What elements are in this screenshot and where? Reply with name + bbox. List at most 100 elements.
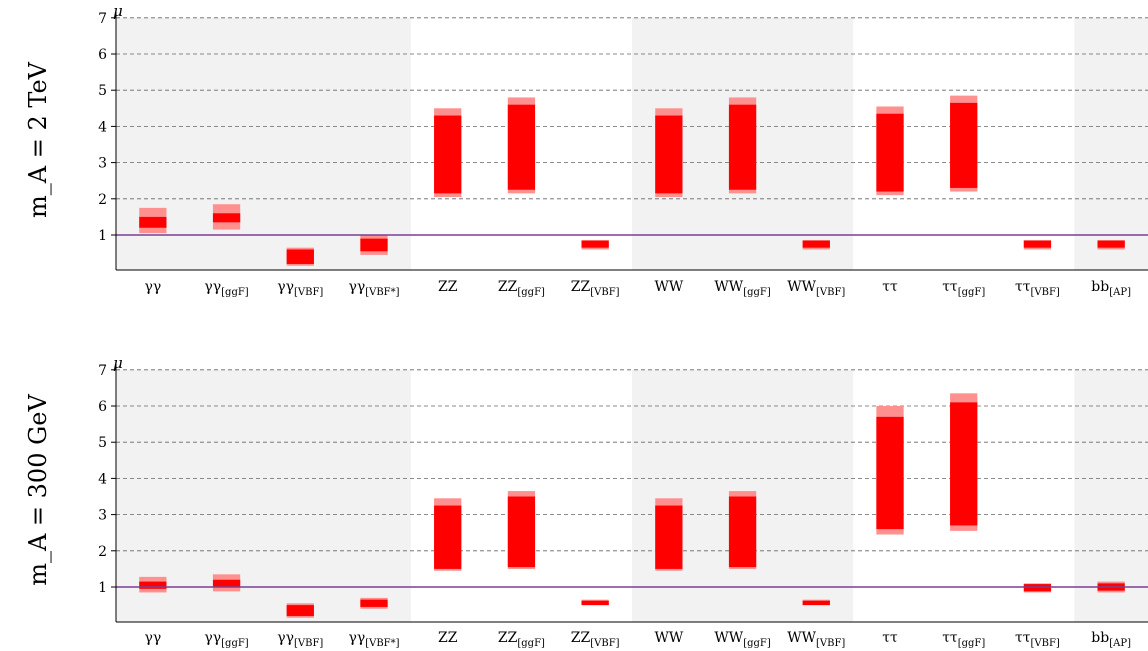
x-tick-subscript: [VBF] <box>816 638 845 649</box>
x-tick-subscript: [VBF] <box>294 287 323 298</box>
x-tick-label-0-5: ZZ[ggF] <box>498 279 545 298</box>
x-tick-subscript: [ggF] <box>517 638 545 649</box>
bar-1-3-inner <box>360 599 388 607</box>
x-tick-base: WW <box>787 630 816 646</box>
y-tick-label-1-6: 6 <box>98 399 107 415</box>
bar-0-8-inner <box>728 104 757 190</box>
x-tick-label-0-0: γγ <box>144 279 161 295</box>
bar-1-10-inner <box>876 416 904 530</box>
y-tick-label-1-2: 2 <box>98 544 107 560</box>
shaded-group-1-2 <box>1074 369 1148 622</box>
x-tick-subscript: [AP] <box>1109 287 1131 298</box>
bar-1-1-inner <box>212 579 241 587</box>
x-tick-label-1-9: WW[VBF] <box>787 630 845 649</box>
x-tick-label-0-6: ZZ[VBF] <box>571 279 620 298</box>
x-tick-base: ττ <box>1015 279 1031 295</box>
x-tick-label-1-12: ττ[VBF] <box>1015 630 1060 649</box>
x-tick-subscript: [ggF] <box>221 287 249 298</box>
x-tick-base: ZZ <box>438 279 458 295</box>
x-tick-label-1-4: ZZ <box>438 630 458 646</box>
x-tick-label-0-10: ττ <box>882 279 898 295</box>
x-tick-label-1-10: ττ <box>882 630 898 646</box>
x-tick-base: ZZ <box>571 630 591 646</box>
y-tick-label-0-5: 5 <box>98 83 107 99</box>
x-tick-subscript: [AP] <box>1109 638 1131 649</box>
x-tick-label-1-8: WW[ggF] <box>714 630 770 649</box>
bar-1-4-inner <box>434 505 462 569</box>
x-tick-subscript: [VBF] <box>294 638 323 649</box>
x-tick-label-0-8: WW[ggF] <box>714 279 770 298</box>
y-axis-label-0: μ <box>113 2 123 20</box>
x-tick-label-0-13: bb[AP] <box>1091 279 1131 298</box>
bar-1-11-inner <box>950 402 978 526</box>
x-tick-base: γγ <box>348 630 365 646</box>
x-tick-label-1-6: ZZ[VBF] <box>571 630 620 649</box>
x-tick-base: ττ <box>882 279 898 295</box>
bar-1-7-inner <box>655 505 683 569</box>
x-tick-subscript: [ggF] <box>958 287 986 298</box>
bar-0-7-inner <box>655 115 683 194</box>
bar-0-0-inner <box>139 216 167 228</box>
x-tick-label-1-5: ZZ[ggF] <box>498 630 545 649</box>
y-tick-label-0-1: 1 <box>98 228 107 244</box>
x-tick-label-1-13: bb[AP] <box>1091 630 1131 649</box>
x-tick-label-1-0: γγ <box>144 630 161 646</box>
bar-0-10-inner <box>876 113 904 192</box>
x-tick-subscript: [ggF] <box>517 287 545 298</box>
y-axis-label-1: μ <box>113 354 123 372</box>
x-tick-label-1-2: γγ[VBF] <box>277 630 323 649</box>
bar-1-8-inner <box>728 496 757 568</box>
panel-label-bottom: m_A = 300 GeV <box>24 394 52 586</box>
bar-0-11-inner <box>950 102 978 188</box>
y-tick-label-0-4: 4 <box>98 119 107 135</box>
bar-0-6-inner <box>581 240 609 248</box>
shaded-group-0-2 <box>1074 17 1148 270</box>
panel-label-top: m_A = 2 TeV <box>24 61 52 218</box>
x-tick-label-0-9: WW[VBF] <box>787 279 845 298</box>
y-tick-label-0-7: 7 <box>98 11 107 27</box>
x-tick-base: ZZ <box>498 630 518 646</box>
x-tick-subscript: [VBF] <box>590 638 619 649</box>
bar-0-5-inner <box>507 104 536 190</box>
x-tick-base: γγ <box>144 630 161 646</box>
x-tick-label-0-7: WW <box>654 279 683 295</box>
bar-0-3-inner <box>360 238 388 252</box>
x-tick-label-0-11: ττ[ggF] <box>942 279 985 298</box>
x-tick-label-0-4: ZZ <box>438 279 458 295</box>
bar-0-12-inner <box>1023 240 1052 248</box>
y-tick-label-0-6: 6 <box>98 47 107 63</box>
bar-0-13-inner <box>1097 240 1125 248</box>
bar-0-9-inner <box>802 240 830 248</box>
x-tick-subscript: [VBF] <box>590 287 619 298</box>
x-tick-base: WW <box>654 630 683 646</box>
x-tick-label-0-3: γγ[VBF*] <box>348 279 399 298</box>
y-tick-label-0-2: 2 <box>98 192 107 208</box>
x-tick-subscript: [VBF] <box>1031 638 1060 649</box>
bar-1-2-inner <box>286 605 314 616</box>
x-tick-base: γγ <box>204 279 221 295</box>
x-tick-label-1-7: WW <box>654 630 683 646</box>
x-tick-base: ττ <box>942 630 958 646</box>
x-tick-label-0-1: γγ[ggF] <box>204 279 248 298</box>
x-tick-subscript: [VBF] <box>1031 287 1060 298</box>
x-tick-label-0-2: γγ[VBF] <box>277 279 323 298</box>
y-tick-label-1-4: 4 <box>98 471 107 487</box>
x-tick-base: γγ <box>144 279 161 295</box>
x-tick-base: ττ <box>882 630 898 646</box>
bar-1-6-inner <box>581 600 609 606</box>
y-tick-label-0-3: 3 <box>98 156 107 172</box>
y-tick-label-1-7: 7 <box>98 363 107 379</box>
bar-1-5-inner <box>507 496 536 568</box>
x-tick-subscript: [ggF] <box>743 638 771 649</box>
bar-0-2-inner <box>286 249 314 264</box>
x-tick-label-1-3: γγ[VBF*] <box>348 630 399 649</box>
x-tick-base: ZZ <box>498 279 518 295</box>
x-tick-subscript: [VBF] <box>816 287 845 298</box>
x-tick-subscript: [ggF] <box>743 287 771 298</box>
x-tick-label-1-11: ττ[ggF] <box>942 630 985 649</box>
x-tick-base: γγ <box>277 279 294 295</box>
x-tick-base: γγ <box>277 630 294 646</box>
